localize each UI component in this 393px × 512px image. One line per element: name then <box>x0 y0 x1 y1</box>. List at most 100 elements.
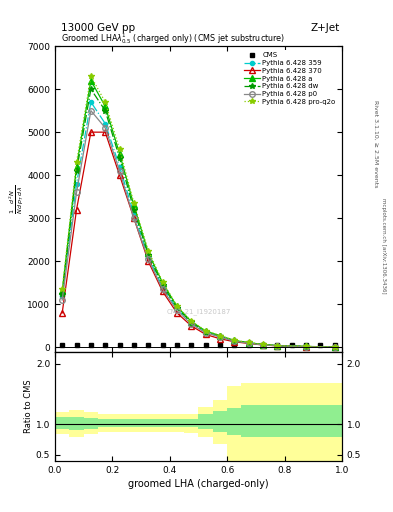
Pythia 6.428 359 <box>218 333 222 339</box>
CMS <box>232 342 237 348</box>
Text: Z+Jet: Z+Jet <box>311 23 340 33</box>
Pythia 6.428 pro-q2o <box>60 286 64 292</box>
CMS <box>74 342 79 348</box>
Pythia 6.428 p0 <box>246 340 251 346</box>
Pythia 6.428 359 <box>132 211 136 217</box>
Bar <box>84 418 98 429</box>
Pythia 6.428 a <box>174 304 179 310</box>
Pythia 6.428 370 <box>218 336 222 342</box>
Y-axis label: $\frac{1}{N}\frac{d^2N}{d\,p_T\,d\,\lambda}$: $\frac{1}{N}\frac{d^2N}{d\,p_T\,d\,\lamb… <box>7 184 26 214</box>
Bar <box>84 412 98 434</box>
Y-axis label: Ratio to CMS: Ratio to CMS <box>24 379 33 433</box>
Pythia 6.428 p0 <box>103 125 108 131</box>
Pythia 6.428 370 <box>103 129 108 135</box>
Bar <box>184 419 198 427</box>
Pythia 6.428 359 <box>160 284 165 290</box>
Pythia 6.428 359 <box>189 321 194 327</box>
Line: Pythia 6.428 dw: Pythia 6.428 dw <box>59 87 338 350</box>
Pythia 6.428 a <box>189 318 194 325</box>
Pythia 6.428 p0 <box>261 342 265 348</box>
Bar <box>70 417 84 431</box>
Pythia 6.428 p0 <box>232 338 237 344</box>
Bar <box>141 414 156 432</box>
Pythia 6.428 359 <box>246 340 251 346</box>
Pythia 6.428 370 <box>246 340 251 347</box>
Pythia 6.428 p0 <box>275 343 280 349</box>
Pythia 6.428 dw <box>88 86 93 92</box>
Pythia 6.428 dw <box>218 333 222 339</box>
Bar <box>55 417 70 429</box>
Pythia 6.428 359 <box>146 254 151 260</box>
X-axis label: groomed LHA (charged-only): groomed LHA (charged-only) <box>128 479 269 489</box>
Pythia 6.428 pro-q2o <box>146 247 151 253</box>
Pythia 6.428 370 <box>189 323 194 329</box>
CMS <box>60 342 64 348</box>
Pythia 6.428 p0 <box>160 286 165 292</box>
Pythia 6.428 dw <box>103 108 108 114</box>
Pythia 6.428 a <box>117 151 122 157</box>
Pythia 6.428 pro-q2o <box>275 343 280 349</box>
Bar <box>198 414 213 429</box>
Pythia 6.428 pro-q2o <box>232 337 237 344</box>
Pythia 6.428 dw <box>146 252 151 258</box>
Text: Groomed LHA$\lambda^1_{0.5}$ (charged only) (CMS jet substructure): Groomed LHA$\lambda^1_{0.5}$ (charged on… <box>61 31 285 46</box>
Pythia 6.428 dw <box>203 329 208 335</box>
Pythia 6.428 370 <box>275 343 280 349</box>
Pythia 6.428 370 <box>60 310 64 316</box>
Pythia 6.428 dw <box>174 305 179 311</box>
Pythia 6.428 pro-q2o <box>203 328 208 334</box>
Pythia 6.428 370 <box>261 342 265 348</box>
CMS <box>174 342 179 348</box>
Bar <box>213 400 227 444</box>
Line: Pythia 6.428 p0: Pythia 6.428 p0 <box>59 108 338 350</box>
Pythia 6.428 a <box>60 288 64 294</box>
Pythia 6.428 dw <box>60 290 64 296</box>
Pythia 6.428 p0 <box>74 189 79 196</box>
CMS <box>304 342 309 348</box>
Pythia 6.428 p0 <box>304 344 309 350</box>
Pythia 6.428 370 <box>146 258 151 264</box>
Pythia 6.428 p0 <box>60 297 64 303</box>
Pythia 6.428 359 <box>332 344 337 350</box>
Pythia 6.428 dw <box>304 344 309 350</box>
Pythia 6.428 dw <box>117 155 122 161</box>
Pythia 6.428 359 <box>304 344 309 350</box>
Line: Pythia 6.428 359: Pythia 6.428 359 <box>60 100 337 349</box>
Pythia 6.428 370 <box>88 129 93 135</box>
Pythia 6.428 pro-q2o <box>103 99 108 105</box>
Pythia 6.428 p0 <box>218 334 222 340</box>
Pythia 6.428 370 <box>74 206 79 212</box>
Pythia 6.428 pro-q2o <box>304 344 309 350</box>
Pythia 6.428 a <box>304 344 309 350</box>
Pythia 6.428 p0 <box>117 168 122 174</box>
Pythia 6.428 p0 <box>203 330 208 336</box>
Pythia 6.428 a <box>146 249 151 255</box>
Pythia 6.428 a <box>218 333 222 339</box>
Pythia 6.428 dw <box>246 340 251 346</box>
CMS <box>289 342 294 348</box>
Pythia 6.428 359 <box>174 306 179 312</box>
Pythia 6.428 pro-q2o <box>246 339 251 346</box>
Pythia 6.428 370 <box>174 310 179 316</box>
Pythia 6.428 p0 <box>146 256 151 262</box>
Pythia 6.428 a <box>275 343 280 349</box>
Pythia 6.428 359 <box>103 120 108 126</box>
Pythia 6.428 dw <box>332 344 337 350</box>
CMS <box>203 342 208 348</box>
Text: 13000 GeV pp: 13000 GeV pp <box>61 23 135 33</box>
CMS <box>189 342 194 348</box>
Bar <box>55 412 70 434</box>
Line: Pythia 6.428 pro-q2o: Pythia 6.428 pro-q2o <box>59 73 338 350</box>
Pythia 6.428 p0 <box>189 321 194 327</box>
Bar <box>198 408 213 437</box>
Text: CMS_21_I1920187: CMS_21_I1920187 <box>166 309 231 315</box>
Pythia 6.428 p0 <box>132 215 136 221</box>
Pythia 6.428 359 <box>203 329 208 335</box>
Bar <box>112 419 127 428</box>
Pythia 6.428 dw <box>74 168 79 174</box>
Pythia 6.428 370 <box>304 344 309 350</box>
Pythia 6.428 a <box>132 202 136 208</box>
Bar <box>127 414 141 432</box>
Line: Pythia 6.428 a: Pythia 6.428 a <box>59 78 338 350</box>
Pythia 6.428 pro-q2o <box>117 146 122 153</box>
